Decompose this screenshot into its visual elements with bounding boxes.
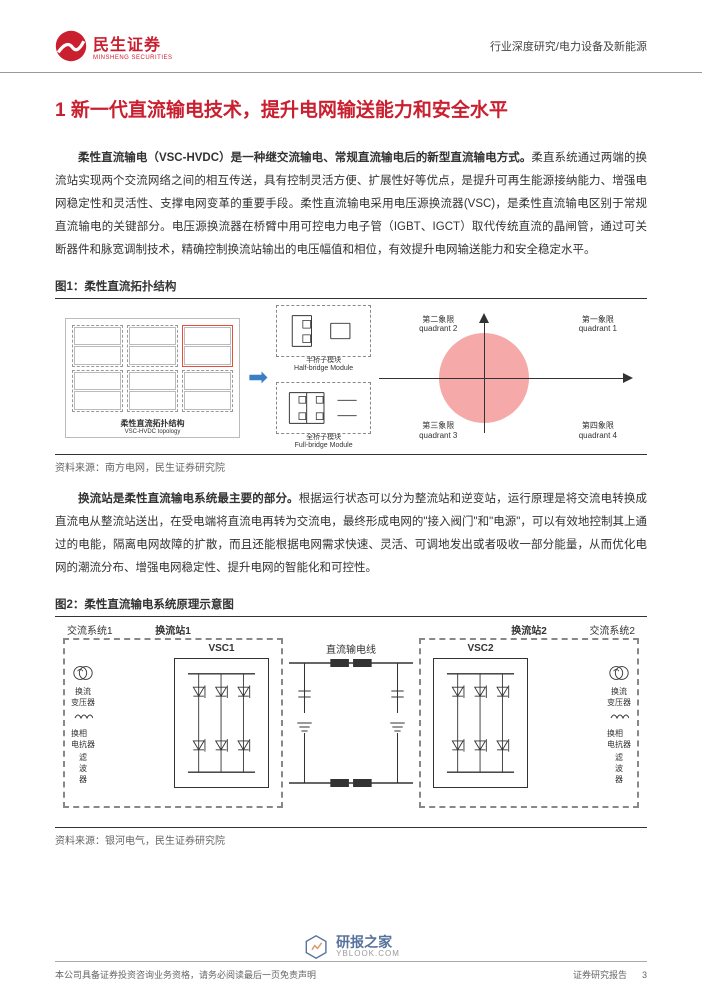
converter-station-2: 交流系统2 换流站2 VSC2 [419, 638, 639, 808]
station-2-label: 换流站2 [511, 622, 547, 637]
vsc2-label: VSC2 [467, 643, 493, 654]
filter-label: 滤 波 器 [79, 752, 87, 785]
transformer-label: 换流 变压器 [71, 686, 95, 708]
paragraph-1: 柔性直流输电（VSC-HVDC）是一种继交流输电、常规直流输电后的新型直流输电方… [55, 147, 647, 262]
topology-caption: 柔性直流拓扑结构 VSC-HVDC topology [66, 418, 239, 437]
half-bridge-label: 半桥子模块Half-bridge Module [276, 357, 371, 374]
para2-lead: 换流站是柔性直流输电系统最主要的部分。 [78, 493, 299, 505]
arrow-icon: ➡ [248, 363, 268, 392]
transformer-icon [72, 662, 94, 684]
topology-structure: 柔性直流拓扑结构 VSC-HVDC topology [65, 318, 240, 438]
para1-lead: 柔性直流输电（VSC-HVDC）是一种继交流输电、常规直流输电后的新型直流输电方… [78, 152, 531, 164]
converter-station-1: 交流系统1 换流站1 换流 变压器 换相 电抗器 滤 波 器 VSC1 [63, 638, 283, 808]
paragraph-2: 换流站是柔性直流输电系统最主要的部分。根据运行状态可以分为整流站和逆变站，运行原… [55, 488, 647, 580]
module-group: 半桥子模块Half-bridge Module [276, 305, 371, 451]
figure1-diagram: 柔性直流拓扑结构 VSC-HVDC topology ➡ [55, 305, 647, 450]
breadcrumb: 行业深度研究/电力设备及新能源 [490, 38, 647, 54]
q1-label: 第一象限quadrant 1 [579, 315, 617, 334]
highlighted-module [182, 325, 233, 367]
reactor-icon [609, 710, 629, 726]
page-footer: 本公司具备证券投资咨询业务资格，请务必阅读最后一页免责声明 证券研究报告 3 [0, 961, 702, 981]
vsc1-label: VSC1 [208, 643, 234, 654]
logo-area: 民生证券 MINSHENG SECURITIES [55, 30, 173, 62]
page-number: 3 [642, 970, 647, 980]
filter-label-2: 滤 波 器 [615, 752, 623, 785]
ac-system-1-label: 交流系统1 [67, 622, 113, 637]
half-bridge-module [276, 305, 371, 357]
figure2-diagram: 交流系统1 换流站1 换流 变压器 换相 电抗器 滤 波 器 VSC1 [55, 623, 647, 823]
logo-en: MINSHENG SECURITIES [93, 55, 173, 61]
figure2-source: 资料来源：银河电气，民生证券研究院 [55, 827, 647, 847]
transformer-icon [608, 662, 630, 684]
logo-cn: 民生证券 [93, 31, 173, 55]
logo-text: 民生证券 MINSHENG SECURITIES [93, 31, 173, 61]
vsc1-box: VSC1 [174, 658, 269, 788]
watermark: 研报之家 YBLOOK.COM [302, 933, 400, 961]
transformer-label-2: 换流 变压器 [607, 686, 631, 708]
station-1-label: 换流站1 [155, 622, 191, 637]
watermark-cn: 研报之家 [336, 935, 400, 950]
watermark-en: YBLOOK.COM [336, 950, 400, 959]
content-area: 1 新一代直流输电技术，提升电网输送能力和安全水平 柔性直流输电（VSC-HVD… [0, 73, 702, 847]
figure1-source: 资料来源：南方电网，民生证券研究院 [55, 454, 647, 474]
figure2-title: 图2：柔性直流输电系统原理示意图 [55, 592, 647, 617]
para1-body: 柔直系统通过两端的换流站实现两个交流网络之间的相互传送，具有控制灵活方便、扩展性… [55, 152, 647, 256]
right-components-2: 换流 变压器 换相 电抗器 滤 波 器 [607, 662, 631, 785]
full-bridge-module [276, 382, 371, 434]
reactor-label: 换相 电抗器 [71, 728, 95, 750]
figure1-title: 图1：柔性直流拓扑结构 [55, 274, 647, 299]
logo-icon [55, 30, 87, 62]
q2-label: 第二象限quadrant 2 [419, 315, 457, 334]
section-title: 1 新一代直流输电技术，提升电网输送能力和安全水平 [55, 93, 647, 129]
q3-label: 第三象限quadrant 3 [419, 421, 457, 440]
full-bridge-label: 全桥子模块Full-bridge Module [276, 434, 371, 451]
para2-body: 根据运行状态可以分为整流站和逆变站，运行原理是将交流电转换成直流电从整流站送出，… [55, 493, 647, 574]
quadrant-diagram: 第二象限quadrant 2 第一象限quadrant 1 第三象限quadra… [379, 313, 637, 443]
q4-label: 第四象限quadrant 4 [579, 421, 617, 440]
dc-line-label: 直流输电线 [326, 641, 376, 656]
ac-system-2-label: 交流系统2 [589, 622, 635, 637]
vsc2-box: VSC2 [433, 658, 528, 788]
footer-report-type: 证券研究报告 [573, 970, 627, 980]
page-header: 民生证券 MINSHENG SECURITIES 行业深度研究/电力设备及新能源 [0, 0, 702, 73]
reactor-icon [73, 710, 93, 726]
watermark-icon [302, 933, 330, 961]
dc-transmission-line: 直流输电线 [289, 643, 413, 803]
footer-disclaimer: 本公司具备证券投资咨询业务资格，请务必阅读最后一页免责声明 [55, 968, 316, 981]
reactor-label-2: 换相 电抗器 [607, 728, 631, 750]
left-components-1: 换流 变压器 换相 电抗器 滤 波 器 [71, 662, 95, 785]
